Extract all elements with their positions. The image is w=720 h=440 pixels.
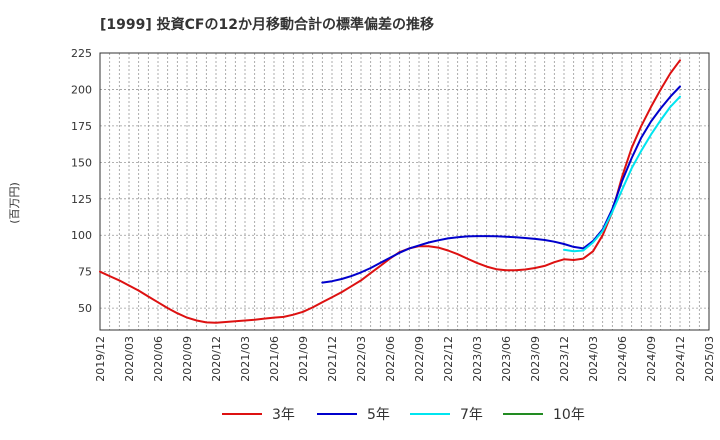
legend: 3年 5年 7年 10年 <box>0 402 720 426</box>
series-line-0 <box>99 59 681 324</box>
legend-label: 3年 <box>272 407 295 423</box>
legend-label: 5年 <box>367 407 390 423</box>
x-tick-label: 2022/06 <box>384 336 397 382</box>
legend-swatch <box>222 413 262 415</box>
x-tick-label: 2023/09 <box>529 336 542 382</box>
x-tick-label: 2024/09 <box>645 336 658 382</box>
plot-frame <box>99 52 710 331</box>
x-tick-label: 2021/09 <box>297 336 310 382</box>
y-tick-label: 150 <box>71 156 92 169</box>
x-tick-label: 2021/12 <box>326 336 339 382</box>
x-axis-ticks: 2019/12 2020/03 2020/06 2020/09 2020/12 2021/… <box>94 336 716 382</box>
x-tick-label: 2024/12 <box>674 336 687 382</box>
x-tick-label: 2019/12 <box>94 336 107 382</box>
y-tick-label: 50 <box>78 302 92 315</box>
y-tick-label: 175 <box>71 120 92 133</box>
legend-item: 3年 <box>222 402 295 426</box>
y-tick-label: 100 <box>71 229 92 242</box>
y-tick-label: 200 <box>71 83 92 96</box>
legend-swatch <box>317 413 357 415</box>
legend-item: 5年 <box>317 402 390 426</box>
x-tick-label: 2020/06 <box>152 336 165 382</box>
legend-swatch <box>410 413 450 415</box>
y-axis-label: (百万円) <box>8 182 21 224</box>
x-tick-label: 2024/03 <box>587 336 600 382</box>
legend-label: 10年 <box>553 407 585 423</box>
x-tick-label: 2023/12 <box>558 336 571 382</box>
x-tick-label: 2023/06 <box>500 336 513 382</box>
y-tick-label: 75 <box>78 266 92 279</box>
x-tick-label: 2023/03 <box>471 336 484 382</box>
legend-swatch <box>503 413 543 415</box>
series-line-1 <box>321 85 681 284</box>
legend-item: 10年 <box>503 402 585 426</box>
x-tick-label: 2022/03 <box>355 336 368 382</box>
x-tick-label: 2022/12 <box>442 336 455 382</box>
y-tick-label: 225 <box>71 47 92 60</box>
x-tick-label: 2021/06 <box>268 336 281 382</box>
series-lines <box>99 59 681 324</box>
legend-item: 7年 <box>410 402 483 426</box>
x-tick-label: 2022/09 <box>413 336 426 382</box>
x-tick-label: 2020/03 <box>123 336 136 382</box>
x-tick-label: 2021/03 <box>239 336 252 382</box>
y-axis-ticks: 50 75 100 125 150 175 200 225 <box>71 47 92 315</box>
x-tick-label: 2024/06 <box>616 336 629 382</box>
x-tick-label: 2025/03 <box>703 336 716 382</box>
x-tick-label: 2020/12 <box>210 336 223 382</box>
chart-title: [1999] 投資CFの12か月移動合計の標準偏差の推移 <box>100 17 434 33</box>
legend-label: 7年 <box>460 407 483 423</box>
series-line-2 <box>563 95 681 253</box>
y-tick-label: 125 <box>71 193 92 206</box>
x-tick-label: 2020/09 <box>181 336 194 382</box>
